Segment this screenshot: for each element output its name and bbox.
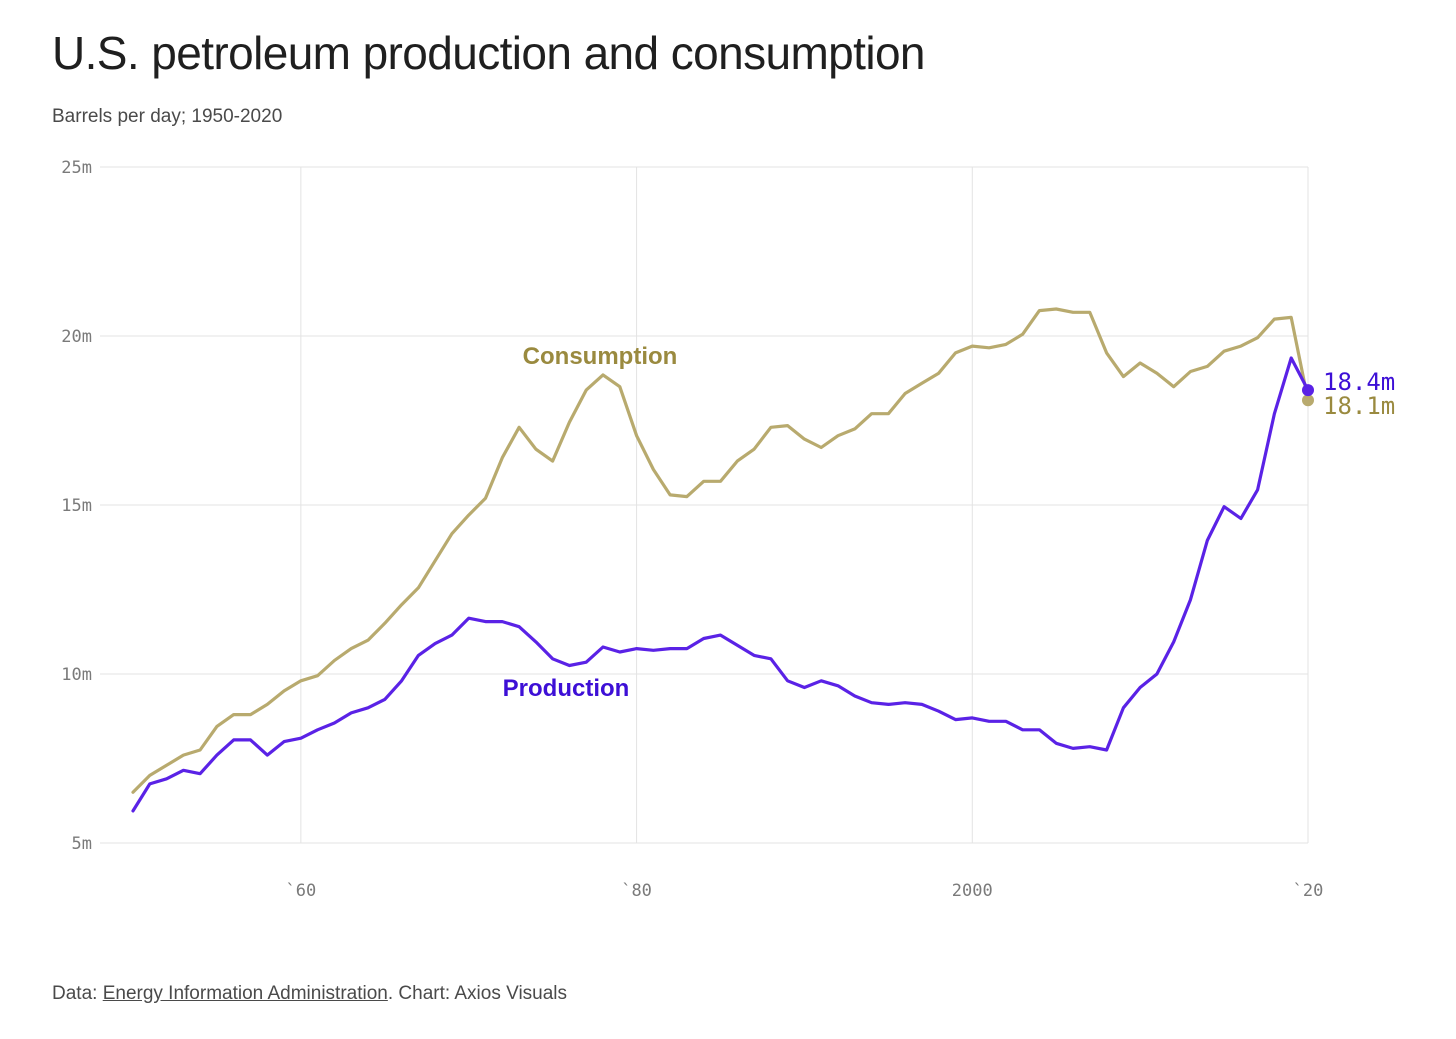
production-series-label: Production [503,675,630,702]
x-tick-label: `60 [285,881,316,901]
production-end-dot [1302,384,1314,397]
source-suffix: . Chart: Axios Visuals [387,983,568,1004]
source-link[interactable]: Energy Information Administration [102,983,388,1004]
x-tick-label: `80 [621,881,652,901]
series-layer [131,307,1314,813]
source-prefix: Data: [52,983,103,1004]
line-chart: 5m 10m 15m 20m 25m `60 `80 2000 `20 Consumption P… [61,158,1396,901]
y-tick-label: 25m [61,158,92,178]
consumption-line [131,307,1310,794]
source-note: Data: Energy Information Administration.… [52,983,567,1005]
consumption-series-label: Consumption [523,343,678,370]
consumption-end-dot [1302,394,1314,407]
x-tick-label: `20 [1293,881,1324,901]
grid-layer [100,166,1309,844]
consumption-end-label: 18.1m [1323,392,1395,420]
y-tick-label: 5m [72,834,92,854]
page-title: U.S. petroleum production and consumptio… [52,27,926,79]
production-line [131,356,1310,813]
y-tick-label: 20m [61,327,92,347]
production-end-label: 18.4m [1323,368,1395,396]
x-tick-label: 2000 [952,881,993,901]
chart-subtitle: Barrels per day; 1950-2020 [52,106,283,127]
y-tick-label: 15m [61,496,92,516]
y-tick-label: 10m [61,665,92,685]
axis-layer: 5m 10m 15m 20m 25m `60 `80 2000 `20 [61,158,1323,901]
